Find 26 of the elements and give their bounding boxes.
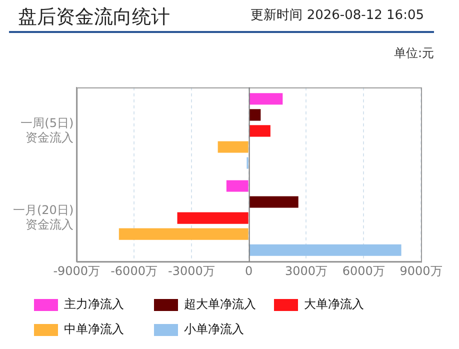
x-tick-label: -9000万 bbox=[53, 264, 100, 278]
legend-label: 主力净流入 bbox=[64, 296, 124, 313]
x-tick-label: 0 bbox=[244, 264, 253, 278]
legend-label: 大单净流入 bbox=[304, 296, 364, 313]
x-tick-label: 3000万 bbox=[284, 264, 328, 278]
legend-label: 超大单净流入 bbox=[184, 296, 256, 313]
bar bbox=[249, 244, 402, 256]
legend-label: 小单净流入 bbox=[184, 321, 244, 338]
bar bbox=[218, 141, 248, 153]
text: 单位:元 bbox=[394, 45, 434, 62]
legend-label: 中单净流入 bbox=[64, 321, 124, 338]
bar bbox=[177, 212, 248, 224]
bar bbox=[118, 228, 248, 240]
x-tick-label: -3000万 bbox=[168, 264, 215, 278]
bar bbox=[249, 125, 270, 137]
y-tick-label: 一月(20日) 资金流入 bbox=[12, 202, 74, 232]
chart-subtitle: 更新时间 2026-08-12 16:05 bbox=[250, 7, 424, 24]
bar bbox=[249, 109, 261, 121]
x-tick-label: 6000万 bbox=[342, 264, 385, 278]
chart-title: 盘后资金流向统计 bbox=[18, 5, 170, 30]
bar bbox=[249, 196, 298, 208]
x-tick-label: -6000万 bbox=[110, 264, 158, 278]
bar bbox=[226, 180, 248, 192]
x-tick-label: 9000万 bbox=[400, 264, 442, 278]
y-tick-label: 一周(5日) 资金流入 bbox=[20, 116, 74, 144]
bar bbox=[249, 93, 283, 105]
